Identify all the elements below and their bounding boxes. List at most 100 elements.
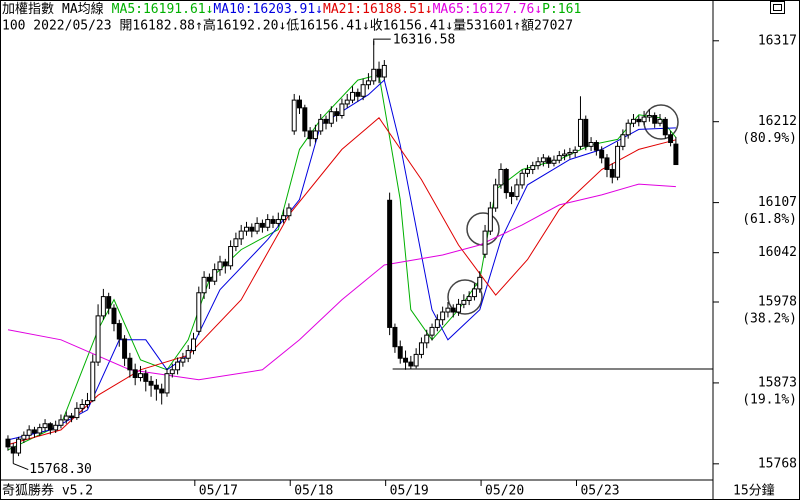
candle-body	[244, 226, 249, 232]
candle-body	[37, 427, 43, 434]
y-tick-label: 16317	[758, 33, 797, 48]
candle-body	[466, 296, 472, 301]
highlight-circle	[447, 279, 483, 315]
x-tick-label: 05/23	[580, 484, 619, 499]
candle-body	[297, 99, 303, 109]
candle-body	[583, 118, 589, 147]
candle-body	[47, 423, 53, 431]
y-tick-label: 16042	[758, 245, 797, 260]
candle-body	[222, 261, 228, 267]
footer: 奇狐勝券 v5.2	[2, 483, 93, 499]
candle-body	[217, 261, 223, 271]
candle-body	[498, 168, 504, 186]
candle-body	[206, 276, 212, 282]
candle-body	[196, 292, 202, 332]
candle-body	[445, 307, 451, 313]
candle-body	[90, 361, 96, 402]
subtitle: MA均線	[62, 1, 104, 17]
candle-body	[180, 357, 186, 363]
candle-body	[16, 438, 22, 454]
candle-body	[238, 230, 244, 240]
candle-body	[127, 357, 133, 371]
candle-body	[286, 207, 292, 217]
candle-body	[360, 84, 366, 97]
candle-body	[355, 91, 361, 97]
info-line: 100 2022/05/23 開16182.88↑高16192.20↓低1615…	[2, 18, 573, 34]
candle-body	[524, 168, 530, 174]
window-button[interactable]	[770, 1, 785, 14]
candle-body	[79, 403, 85, 409]
candle-body	[334, 111, 340, 117]
candle-body	[291, 99, 297, 132]
candle-body	[137, 373, 143, 379]
candle-body	[546, 157, 552, 164]
x-tick-label: 05/19	[390, 484, 429, 499]
candle-body	[26, 429, 32, 436]
candle-body	[620, 134, 626, 147]
candle-body	[63, 415, 69, 421]
candle-body	[615, 145, 621, 178]
candle-body	[191, 338, 196, 352]
candle-body	[535, 161, 541, 167]
ma-line	[7, 183, 676, 381]
candle-body	[392, 326, 398, 348]
candle-body	[254, 222, 260, 232]
fib-label: (38.2%)	[742, 312, 797, 327]
candle-body	[556, 155, 562, 161]
candle-body	[323, 118, 329, 124]
candle-body	[493, 184, 499, 209]
candle-body	[153, 384, 159, 390]
fib-label: (19.1%)	[742, 392, 797, 407]
candle-body	[270, 219, 276, 224]
candle-body	[175, 361, 181, 371]
candle-body	[482, 230, 488, 255]
candle-body	[95, 315, 101, 363]
y-tick-label: 15873	[758, 375, 797, 390]
candle-body	[21, 434, 27, 440]
candle-body	[148, 380, 154, 386]
candle-body	[424, 334, 430, 344]
candle-body	[84, 400, 90, 405]
candle-body	[100, 296, 106, 317]
candle-body	[540, 157, 546, 163]
candle-body	[212, 269, 218, 282]
candle-body	[302, 107, 308, 132]
candle-body	[58, 419, 64, 426]
legend-entry: MA5:16191.61↓	[112, 2, 214, 17]
candle-body	[350, 91, 356, 101]
window-button-icon	[773, 4, 782, 11]
candle-body	[116, 323, 122, 340]
candle-body	[673, 143, 679, 166]
candle-body	[450, 307, 456, 313]
candle-body	[31, 429, 37, 434]
candle-body	[381, 64, 387, 78]
candle-body	[487, 207, 493, 232]
candle-body	[249, 226, 255, 232]
candle-body	[42, 423, 48, 429]
x-tick-label: 05/20	[485, 484, 524, 499]
candle-body	[318, 118, 324, 132]
candle-body	[551, 159, 557, 164]
header-line: 加權指數 MA均線 MA5:16191.61↓MA10:16203.91↓MA21:…	[2, 1, 581, 17]
candle-body	[657, 118, 663, 124]
candle-body	[164, 373, 170, 394]
candle-body	[630, 118, 636, 124]
x-tick-label: 05/18	[294, 484, 333, 499]
candle-body	[307, 130, 313, 140]
period: 15分鐘	[733, 483, 775, 499]
candle-body	[365, 80, 371, 86]
candle-body	[5, 438, 11, 448]
candle-body	[509, 192, 515, 197]
candle-body	[169, 369, 175, 375]
candle-body	[646, 115, 652, 118]
candle-body	[609, 168, 615, 178]
candle-body	[625, 122, 631, 136]
candle-body	[376, 68, 382, 78]
candle-body	[328, 111, 334, 124]
title: 加權指數	[2, 2, 54, 17]
candle-body	[572, 149, 578, 154]
annotation-marker	[373, 38, 391, 46]
candle-body	[339, 103, 345, 117]
